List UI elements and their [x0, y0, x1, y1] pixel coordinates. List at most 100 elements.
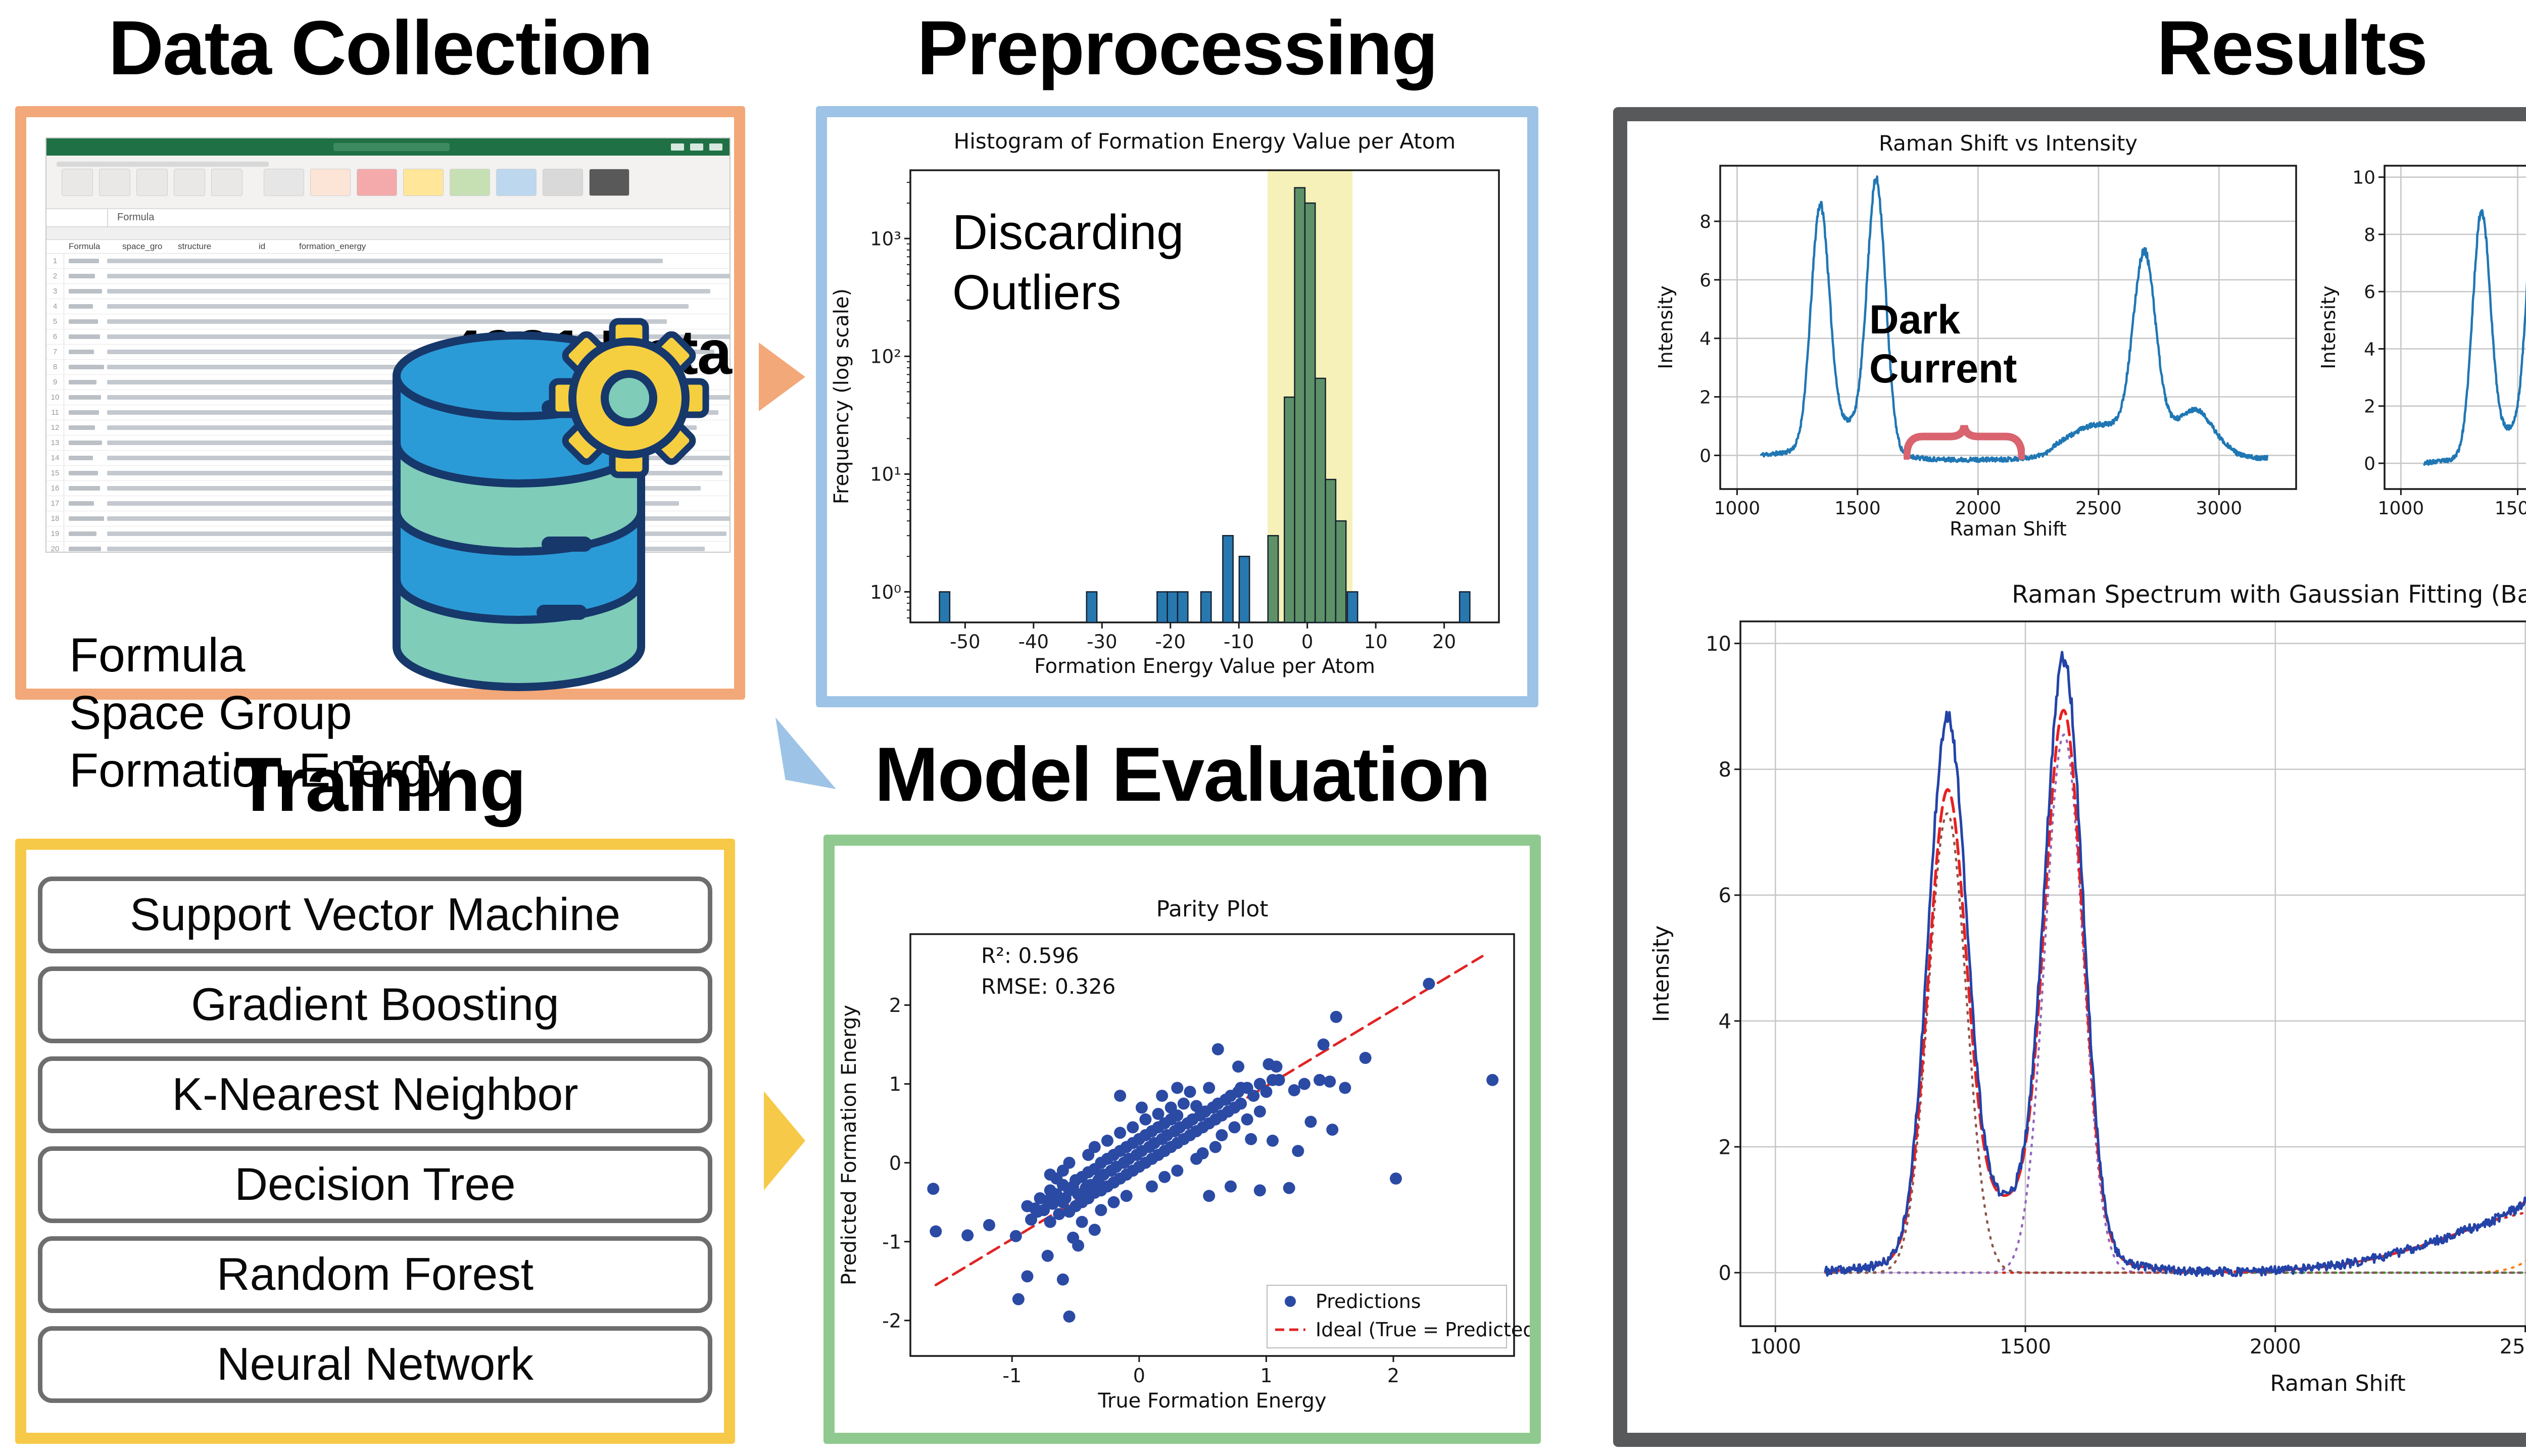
scatter-point	[1044, 1216, 1056, 1228]
sheet-cell-text	[69, 425, 95, 430]
y-tick-label: 10³	[870, 228, 901, 250]
x-tick-label: -40	[1018, 631, 1049, 653]
y-tick-label: 2	[1719, 1136, 1731, 1159]
legend-label: Predictions	[1316, 1290, 1421, 1313]
scatter-point	[1330, 1010, 1342, 1023]
data-field-label: Space Group	[69, 686, 352, 740]
raman-shifting-noise-chart: 100015002000250030000246810Raman Shift v…	[2314, 125, 2526, 545]
y-tick-label: 0	[2364, 454, 2375, 474]
y-tick-label: 0	[889, 1152, 901, 1174]
scatter-point	[930, 1225, 942, 1238]
sheet-cell-text	[69, 501, 94, 506]
scatter-point	[1260, 1086, 1273, 1098]
scatter-point	[1314, 1074, 1326, 1086]
y-tick-label: 0	[1719, 1262, 1731, 1285]
x-tick-label: 1	[1260, 1365, 1272, 1387]
scatter-point	[1101, 1134, 1113, 1147]
sheet-cell-text	[69, 365, 104, 369]
histogram-bar	[1267, 535, 1279, 623]
sheet-row-number: 4	[46, 299, 64, 314]
excel-column-headers	[46, 227, 730, 240]
scatter-point	[1184, 1086, 1196, 1098]
sheet-cell-text	[107, 350, 714, 354]
plot-border	[1719, 165, 2297, 490]
parity-plot-chart: -1 0 1 2 -2 -1 0 1 2 Parity Plot True Formation En…	[835, 846, 1530, 1433]
sheet-cell-text	[69, 410, 99, 415]
scatter-point	[1021, 1270, 1034, 1283]
scatter-point	[1235, 1097, 1247, 1110]
histogram-bar	[1086, 591, 1098, 623]
scatter-point	[1304, 1115, 1317, 1128]
scatter-point	[1359, 1052, 1372, 1064]
component-curve	[1824, 812, 2526, 1274]
spectrum-line	[2423, 209, 2526, 466]
excel-header-row: Formula space_gro structure id formation_ene…	[46, 240, 730, 254]
sheet-row-number: 15	[46, 466, 64, 480]
y-tick-label: 1	[889, 1073, 901, 1095]
scatter-point	[1120, 1190, 1133, 1202]
scatter-point	[1339, 1082, 1351, 1094]
histogram-bar	[1156, 591, 1168, 623]
scatter-point	[1270, 1060, 1283, 1073]
scatter-point	[1326, 1124, 1339, 1136]
plot-border	[2384, 165, 2526, 490]
title-data-collection: Data Collection	[108, 5, 653, 91]
scatter-point	[983, 1219, 995, 1231]
raman_fit-svg: 100015002000250030000246810Raman Spectru…	[1648, 580, 2526, 1396]
ribbon-button	[99, 169, 130, 196]
gear-center	[601, 370, 657, 426]
training-model-item: Support Vector Machine	[38, 877, 712, 953]
x-axis-label: Raman Shift	[2270, 1371, 2405, 1396]
sheet-cell-text	[107, 289, 710, 294]
scatter-point	[1190, 1100, 1203, 1112]
data-fields-list: Formula Space Group Formation Energy	[69, 626, 451, 799]
histogram-bar	[1325, 478, 1337, 623]
sheet-row-number: 13	[46, 435, 64, 450]
scatter-point	[1317, 1038, 1330, 1051]
excel-title-pill	[333, 143, 450, 151]
sheet-row-number: 16	[46, 481, 64, 496]
y-tick-label: 4	[1719, 1010, 1731, 1033]
scatter-point	[1107, 1196, 1120, 1208]
maximize-icon	[690, 143, 703, 151]
scatter-point	[1253, 1184, 1266, 1197]
x-tick-label: 2	[1387, 1365, 1399, 1387]
histogram-bar	[1200, 591, 1212, 623]
ribbon-style-chip	[589, 169, 629, 196]
sheet-row-number: 7	[46, 345, 64, 359]
sheet-cell-text	[69, 350, 94, 354]
chart-title: Parity Plot	[1156, 896, 1268, 922]
sheet-cell-text	[107, 441, 675, 445]
ribbon-style-chip	[357, 169, 397, 196]
sheet-row-number: 19	[46, 526, 64, 541]
ribbon-style-chip	[543, 169, 583, 196]
database-slot	[537, 605, 587, 620]
scatter-point	[1298, 1078, 1310, 1090]
data-field-label: Formula	[69, 628, 246, 682]
x-tick-label: 2500	[2075, 498, 2122, 519]
histogram-bar	[1294, 187, 1306, 623]
ribbon-tabs-strip	[57, 162, 269, 167]
x-tick-label: -1	[1002, 1365, 1022, 1387]
sheet-cell-text	[107, 380, 671, 384]
sheet-row: 3	[46, 284, 730, 299]
y-tick-label: 4	[2364, 339, 2375, 360]
sheet-row: 2	[46, 269, 730, 284]
x-tick-label: 0	[1301, 631, 1314, 653]
x-tick-label: -10	[1224, 631, 1254, 653]
scatter-point	[1146, 1180, 1158, 1193]
sheet-cell-text	[107, 319, 667, 324]
database-slot	[542, 537, 592, 552]
y-tick-label: 10²	[870, 346, 901, 368]
dark-current-label: Dark Current	[1869, 296, 2017, 394]
sheet-cell-text	[107, 304, 689, 309]
sheet-row-number: 6	[46, 329, 64, 344]
scatter-point	[1283, 1182, 1295, 1194]
discarding-outliers-note: Discarding Outliers	[952, 202, 1184, 322]
sheet-cell-text	[69, 395, 101, 400]
sheet-cell-text	[69, 274, 95, 278]
x-axis-label: Raman Shift	[1950, 518, 2067, 540]
ribbon-style-chip	[264, 169, 304, 196]
sheet-cell-text	[69, 289, 102, 294]
scatter-point	[1228, 1121, 1241, 1134]
